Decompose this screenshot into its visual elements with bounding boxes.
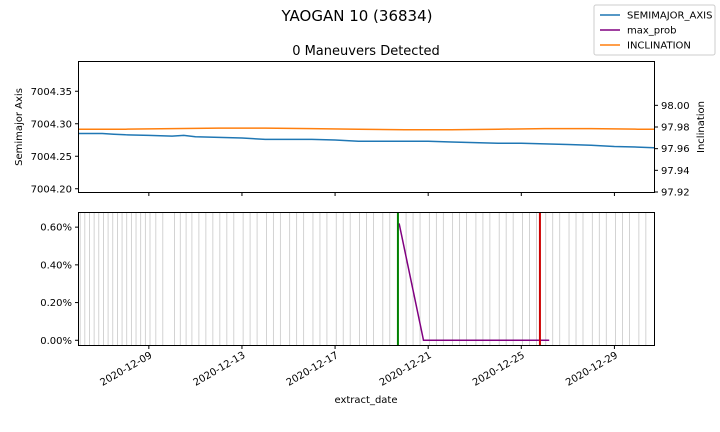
top-left-ytick-label: 7004.25 bbox=[31, 152, 72, 163]
bottom-x-axis-label: extract_date bbox=[334, 395, 397, 406]
top-y-axis-label: Semimajor Axis bbox=[14, 88, 25, 166]
bottom-plot-frame bbox=[78, 212, 655, 346]
top-right-ytick-label: 98.00 bbox=[661, 101, 690, 112]
series-line-max-prob bbox=[398, 223, 550, 342]
bottom-xtick-label: 2020-12-13 bbox=[192, 350, 248, 389]
bottom-ytick-label: 0.60% bbox=[40, 223, 72, 234]
series-line-semimajor_axis bbox=[79, 132, 655, 149]
legend-label-1: max_prob bbox=[627, 26, 677, 37]
legend-label-0: SEMIMAJOR_AXIS bbox=[627, 11, 712, 22]
top-left-ytick-label: 7004.20 bbox=[31, 184, 72, 195]
top-left-ytick-label: 7004.30 bbox=[31, 119, 72, 130]
top-panel-title: 0 Maneuvers Detected bbox=[292, 44, 440, 59]
top-plot-frame bbox=[78, 61, 655, 193]
top-right-ytick-label: 97.94 bbox=[661, 166, 690, 177]
bottom-panel: 0.00% 0.20% 0.40% 0.60% 2020-12-09 2020-12-1… bbox=[40, 212, 655, 406]
bottom-xtick-label: 2020-12-25 bbox=[471, 350, 527, 389]
bottom-ytick-label: 0.40% bbox=[40, 260, 72, 271]
bottom-xtick-label: 2020-12-09 bbox=[99, 350, 155, 389]
top-right-ytick-label: 97.92 bbox=[661, 188, 690, 199]
legend: SEMIMAJOR_AXIS max_prob INCLINATION bbox=[593, 4, 716, 56]
top-panel: 0 Maneuvers Detected 7004.20 7004.25 7004.… bbox=[14, 44, 707, 199]
bottom-ytick-label: 0.20% bbox=[40, 298, 72, 309]
bottom-xtick-label: 2020-12-21 bbox=[378, 350, 434, 389]
legend-label-2: INCLINATION bbox=[627, 41, 691, 52]
legend-box bbox=[593, 4, 716, 56]
bottom-xtick-label: 2020-12-17 bbox=[285, 350, 341, 389]
bottom-ytick-label: 0.00% bbox=[40, 336, 72, 347]
series-line-inclination bbox=[79, 127, 654, 131]
top-right-ytick-label: 97.96 bbox=[661, 144, 690, 155]
top-right-y-axis-label: Inclination bbox=[696, 101, 707, 153]
top-left-ytick-label: 7004.35 bbox=[31, 87, 72, 98]
bottom-xtick-label: 2020-12-29 bbox=[564, 350, 620, 389]
top-right-ytick-label: 97.98 bbox=[661, 123, 690, 134]
figure-suptitle: YAOGAN 10 (36834) bbox=[281, 7, 433, 25]
